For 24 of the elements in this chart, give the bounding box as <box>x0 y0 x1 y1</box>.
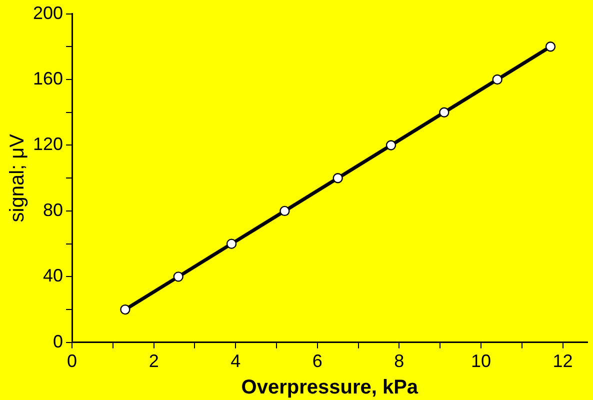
x-tick-label: 10 <box>470 351 491 372</box>
x-tick-label: 12 <box>552 351 573 372</box>
y-tick-label: 80 <box>43 200 64 220</box>
y-tick-label: 0 <box>53 331 64 352</box>
point <box>332 173 343 184</box>
y-tick-label: 40 <box>43 266 64 286</box>
y-tick-label: 200 <box>32 2 64 23</box>
x-axis-title: Overpressure, kPa <box>241 376 419 399</box>
point <box>439 107 450 118</box>
point <box>226 238 237 249</box>
x-tick-label: 0 <box>67 351 78 372</box>
y-axis-title: signal; μV <box>6 133 29 222</box>
x-tick-label: 2 <box>148 351 159 372</box>
y-tick-label: 160 <box>32 68 64 88</box>
point <box>120 304 130 315</box>
point <box>386 140 396 150</box>
x-tick-label: 6 <box>312 351 322 372</box>
point <box>173 272 184 282</box>
x-tick-label: 8 <box>394 351 404 372</box>
y-tick-label: 120 <box>32 134 64 154</box>
x-tick-label: 4 <box>230 351 241 372</box>
point <box>545 42 556 52</box>
point <box>280 206 290 216</box>
point <box>492 74 502 85</box>
